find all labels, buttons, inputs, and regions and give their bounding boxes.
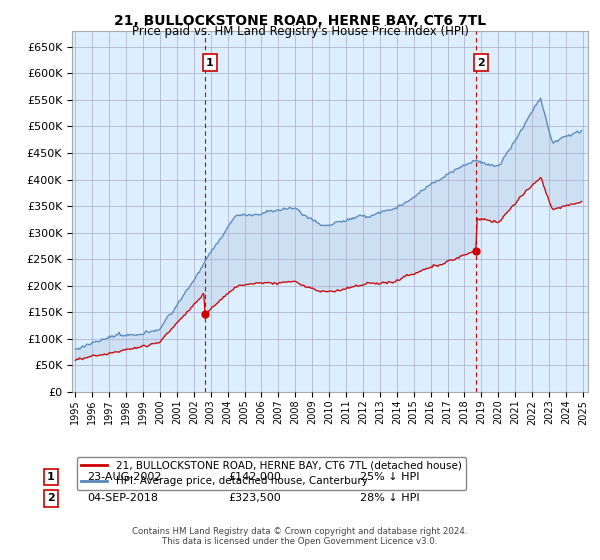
- Text: 23-AUG-2002: 23-AUG-2002: [87, 472, 161, 482]
- Text: £323,500: £323,500: [228, 493, 281, 503]
- Text: 25% ↓ HPI: 25% ↓ HPI: [360, 472, 419, 482]
- Text: 2: 2: [47, 493, 55, 503]
- Text: 1: 1: [206, 58, 214, 68]
- Text: £142,000: £142,000: [228, 472, 281, 482]
- Text: 28% ↓ HPI: 28% ↓ HPI: [360, 493, 419, 503]
- Text: Contains HM Land Registry data © Crown copyright and database right 2024.
This d: Contains HM Land Registry data © Crown c…: [132, 526, 468, 546]
- Text: 1: 1: [47, 472, 55, 482]
- Text: Price paid vs. HM Land Registry's House Price Index (HPI): Price paid vs. HM Land Registry's House …: [131, 25, 469, 38]
- Text: 2: 2: [477, 58, 485, 68]
- Legend: 21, BULLOCKSTONE ROAD, HERNE BAY, CT6 7TL (detached house), HPI: Average price, : 21, BULLOCKSTONE ROAD, HERNE BAY, CT6 7T…: [77, 457, 466, 491]
- Text: 04-SEP-2018: 04-SEP-2018: [87, 493, 158, 503]
- Text: 21, BULLOCKSTONE ROAD, HERNE BAY, CT6 7TL: 21, BULLOCKSTONE ROAD, HERNE BAY, CT6 7T…: [114, 14, 486, 28]
